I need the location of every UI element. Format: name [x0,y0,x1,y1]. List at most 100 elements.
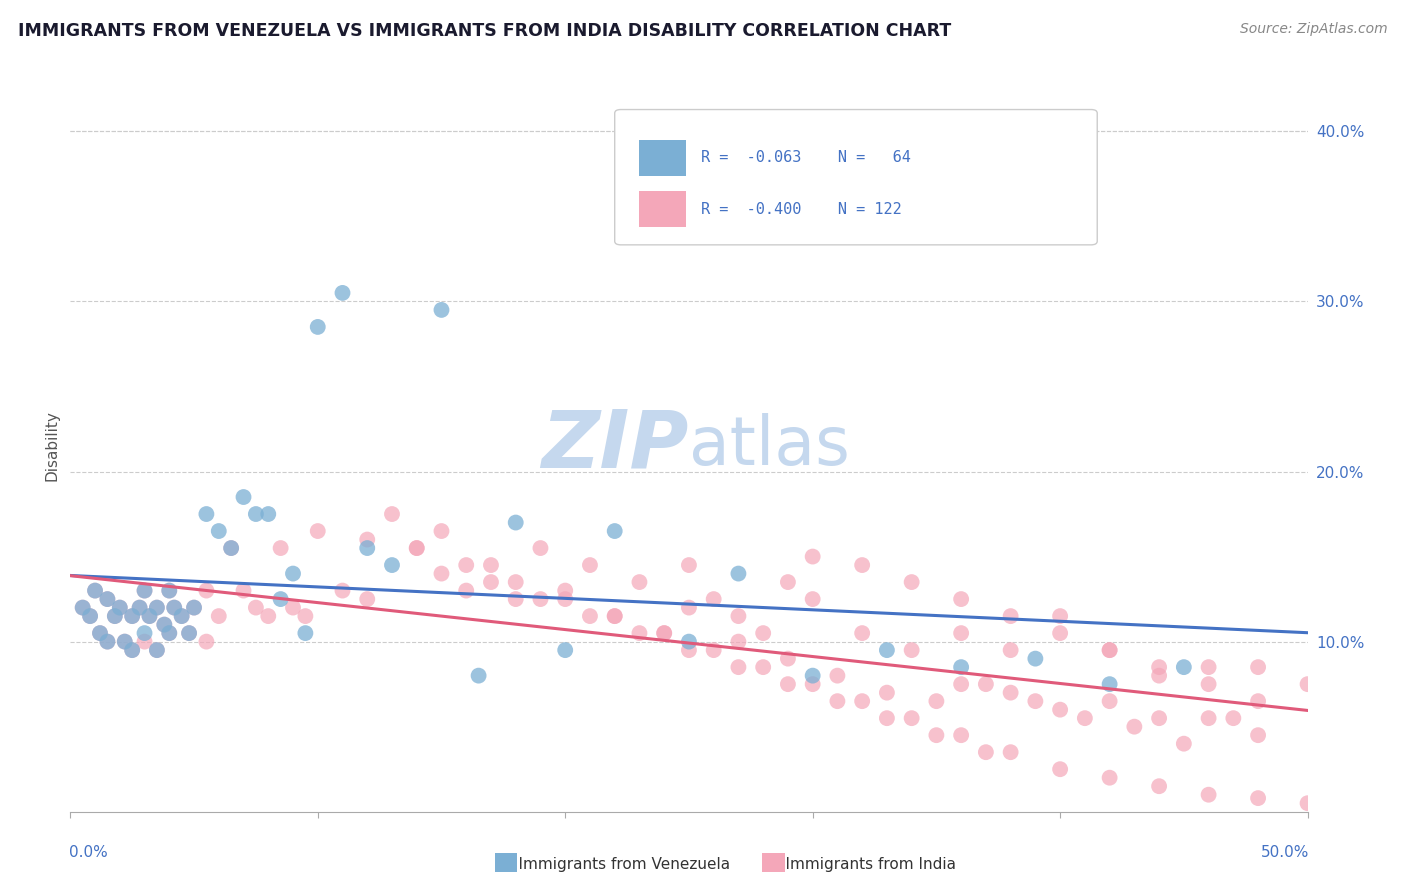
Point [157,626,180,640]
Text: 50.0%: 50.0% [1260,845,1309,860]
Point [1000,643,1022,657]
Point [1247,791,1270,805]
Point [108,600,131,615]
Point [752,626,775,640]
Point [1198,660,1220,674]
Point [153,617,176,632]
Point [257,609,280,624]
Point [1173,737,1195,751]
Point [603,609,626,624]
Point [356,541,378,555]
Point [257,507,280,521]
Point [245,507,267,521]
Point [72,600,94,615]
Point [1296,677,1319,691]
Point [776,677,799,691]
Point [356,592,378,607]
Point [529,541,551,555]
Point [1024,651,1046,665]
Point [628,575,651,590]
Point [652,626,675,640]
Point [219,541,242,555]
Point [876,643,898,657]
Point [146,643,169,657]
Point [801,677,824,691]
Point [195,634,218,648]
Point [96,592,118,607]
Point [104,609,127,624]
Point [1147,779,1170,793]
Point [950,728,973,742]
Point [177,626,200,640]
Point [128,600,150,615]
Point [128,600,150,615]
Point [89,626,111,640]
Point [505,592,527,607]
Point [232,583,254,598]
Point [554,592,576,607]
Point [678,558,700,572]
Point [1147,668,1170,682]
Point [1173,660,1195,674]
Point [727,660,749,674]
Point [430,566,453,581]
Point [1147,711,1170,725]
Point [801,592,824,607]
Point [603,524,626,538]
Point [1198,788,1220,802]
Point [1222,711,1244,725]
Point [332,285,354,300]
Point [801,668,824,682]
Point [170,609,193,624]
Point [827,694,849,708]
Point [1000,745,1022,759]
Point [678,634,700,648]
Point [177,626,200,640]
Point [1049,609,1071,624]
Point [157,626,180,640]
Point [554,643,576,657]
Point [163,600,186,615]
Point [332,583,354,598]
Point [121,609,143,624]
Point [950,592,973,607]
Point [381,558,404,572]
Point [157,583,180,598]
Point [1247,728,1270,742]
Point [1024,694,1046,708]
Point [925,728,948,742]
Point [96,634,118,648]
Point [505,575,527,590]
Point [96,634,118,648]
Point [183,600,205,615]
Text: IMMIGRANTS FROM VENEZUELA VS IMMIGRANTS FROM INDIA DISABILITY CORRELATION CHART: IMMIGRANTS FROM VENEZUELA VS IMMIGRANTS … [18,22,952,40]
Point [208,609,231,624]
Point [245,600,267,615]
Point [479,575,502,590]
Point [900,643,922,657]
Point [121,609,143,624]
Point [1098,694,1121,708]
Point [479,558,502,572]
Point [727,566,749,581]
Text: atlas: atlas [689,413,849,479]
Point [900,711,922,725]
Point [134,583,156,598]
Point [752,660,775,674]
Point [170,609,193,624]
Point [1098,677,1121,691]
Point [114,634,136,648]
Text: Immigrants from Venezuela: Immigrants from Venezuela [499,857,730,872]
Point [801,549,824,564]
Point [1098,643,1121,657]
Point [776,651,799,665]
Point [1000,609,1022,624]
Point [652,626,675,640]
Point [876,686,898,700]
Point [727,634,749,648]
Point [1198,677,1220,691]
Point [776,575,799,590]
Point [79,609,101,624]
Point [89,626,111,640]
Bar [640,140,686,177]
